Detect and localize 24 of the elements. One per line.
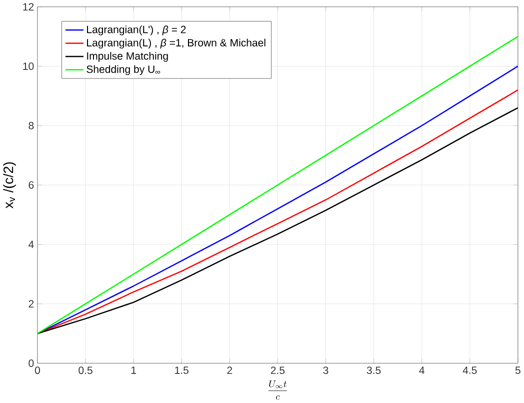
x-tick-label: 2.5 — [270, 366, 285, 374]
x-tick-label: 1 — [131, 366, 136, 374]
x-tick-label: 4 — [419, 366, 424, 374]
legend-label: Impulse Matching — [87, 52, 168, 62]
y-tick-label: 0 — [28, 360, 34, 368]
x-tick-label: 2 — [227, 366, 232, 374]
y-tick-label: 2 — [28, 300, 34, 308]
x-tick-label: 3 — [323, 366, 328, 374]
x-tick-label: 0 — [34, 366, 40, 374]
x-tick-label: 0.5 — [78, 366, 92, 374]
x-axis-title: $\frac{U_\infty t}{c}$ — [268, 380, 287, 400]
x-tick-label: 1.5 — [175, 366, 188, 374]
y-tick-label: 10 — [23, 62, 34, 70]
y-axis-title: x$_{v}$ /(c/2) — [3, 162, 16, 209]
legend-label: Lagrangian(L') , β = 2 — [87, 26, 186, 36]
x-tick-label: 4.5 — [462, 366, 477, 374]
y-tick-label: 6 — [28, 181, 34, 189]
x-tick-label: 3.5 — [366, 366, 381, 374]
y-tick-label: 4 — [28, 240, 34, 248]
y-tick-label: 8 — [28, 122, 34, 130]
x-tick-label: 5 — [515, 366, 520, 374]
y-tick-label: 12 — [23, 3, 34, 11]
legend-label: Shedding by U$_{∞}$ — [86, 65, 160, 76]
legend-label: Lagrangian(L) , β =1, Brown & Michael — [87, 38, 266, 49]
